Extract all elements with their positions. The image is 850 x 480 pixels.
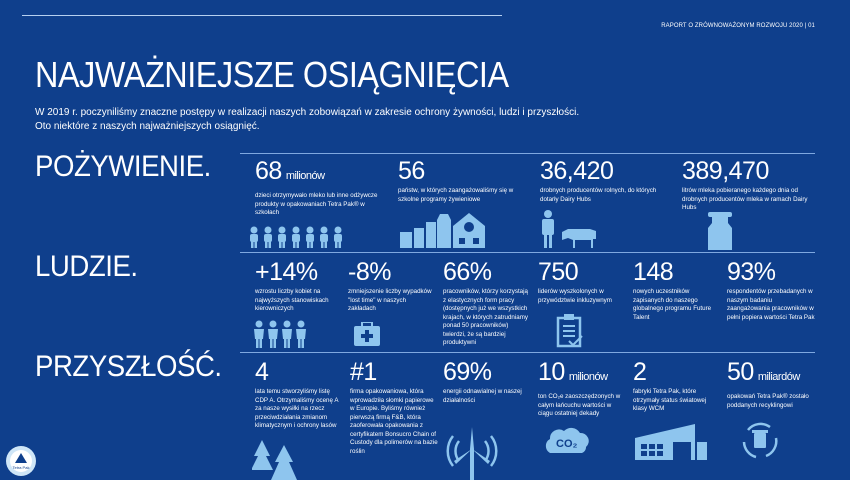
stat-description: wzrostu liczby kobiet na najwyższych sta… — [255, 288, 329, 312]
stat-description: respondentów przebadanych w naszym badan… — [727, 288, 815, 321]
stat-item: 68 milionów dzieci otrzymywało mleko lub i… — [255, 157, 380, 218]
stat-item: 50 miliardów opakowań Tetra Pak® zostało p… — [727, 358, 822, 410]
stat-item: #1 firma opakowaniowa, która wprowadziła … — [350, 358, 438, 456]
stat-description: ton CO₂e zaoszczędzonych w całym łańcuch… — [538, 393, 621, 417]
intro-line: Oto niektóre z naszych najważniejszych o… — [35, 121, 260, 132]
stat-value: 66% — [443, 258, 531, 286]
stat-number: 148 — [633, 258, 674, 286]
trees-icon — [252, 440, 297, 480]
stat-value: 10 milionów — [538, 358, 626, 391]
stat-item: 750 liderów wyszkolonych w przywództwie i… — [538, 258, 626, 305]
section-label-people: LUDZIE. — [35, 250, 138, 283]
co2-label: CO₂ — [556, 438, 578, 450]
stat-value: 36,420 — [540, 157, 670, 185]
stat-item: -8% zmniejszenie liczby wypadków "lost ti… — [348, 258, 433, 314]
stat-value: 93% — [727, 258, 815, 286]
stat-number: 93% — [727, 258, 776, 286]
section-label-future: PRZYSZŁOŚĆ. — [35, 350, 222, 383]
stat-item: +14% wzrostu liczby kobiet na najwyższych… — [255, 258, 340, 314]
svg-text:Tetra Pak: Tetra Pak — [13, 465, 30, 470]
stat-number: #1 — [350, 358, 377, 386]
stat-value: 4 — [255, 358, 343, 386]
stat-description: liderów wyszkolonych w przywództwie inkl… — [538, 288, 612, 304]
stat-number: +14% — [255, 258, 318, 286]
stat-item: 2 fabryki Tetra Pak, które otrzymały stat… — [633, 358, 721, 414]
stat-description: drobnych producentów rolnych, do których… — [540, 187, 657, 203]
section-label-food: POŻYWIENIE. — [35, 150, 211, 183]
stat-unit: milionów — [285, 170, 325, 182]
farmer-cow-icon — [542, 210, 596, 248]
stat-description: państw, w których zaangażowaliśmy się w … — [398, 187, 514, 203]
stat-item: 4 lata temu stworzyliśmy listę CDP A. Otr… — [255, 358, 343, 431]
stat-item: 10 milionów ton CO₂e zaoszczędzonych w cał… — [538, 358, 626, 419]
top-rule — [22, 15, 502, 16]
first-aid-icon — [354, 322, 380, 346]
stat-description: nowych uczestników zapisanych do naszego… — [633, 288, 712, 321]
stat-number: 389,470 — [682, 157, 769, 185]
stat-description: energii odnawialnej w naszej działalnośc… — [443, 388, 522, 404]
stat-value: #1 — [350, 358, 438, 386]
intro-line: W 2019 r. poczyniliśmy znaczne postępy w… — [35, 107, 580, 118]
stat-number: 66% — [443, 258, 492, 286]
stat-value: 2 — [633, 358, 721, 386]
stat-value: -8% — [348, 258, 433, 286]
stat-value: 69% — [443, 358, 531, 386]
recycling-icon — [742, 422, 778, 459]
stat-number: 4 — [255, 358, 269, 386]
stat-number: 36,420 — [540, 157, 614, 185]
school-packages-icon — [400, 213, 485, 248]
stat-item: 93% respondentów przebadanych w naszym ba… — [727, 258, 815, 322]
stat-number: 50 — [727, 358, 754, 386]
stat-value: 50 miliardów — [727, 358, 822, 391]
stat-number: -8% — [348, 258, 391, 286]
stat-number: 750 — [538, 258, 579, 286]
stat-unit: milionów — [568, 371, 608, 383]
stat-description: lata temu stworzyliśmy listę CDP A. Otrz… — [255, 388, 339, 429]
divider — [240, 153, 815, 154]
stat-value: 389,470 — [682, 157, 817, 185]
stat-number: 10 — [538, 358, 565, 386]
stat-description: firma opakowaniowa, która wprowadziła sł… — [350, 388, 438, 455]
stat-number: 2 — [633, 358, 647, 386]
stat-description: opakowań Tetra Pak® zostało poddanych re… — [727, 393, 809, 409]
stat-item: 389,470 litrów mleka pobieranego każdego … — [682, 157, 817, 213]
stat-item: 56 państw, w których zaangażowaliśmy się … — [398, 157, 523, 204]
stat-item: 36,420 drobnych producentów rolnych, do k… — [540, 157, 670, 204]
stat-item: 148 nowych uczestników zapisanych do nasz… — [633, 258, 721, 322]
divider — [240, 252, 815, 253]
milk-can-icon — [708, 212, 732, 250]
women-icon — [254, 320, 306, 348]
stat-description: fabryki Tetra Pak, które otrzymały statu… — [633, 388, 707, 412]
stat-description: litrów mleka pobieranego każdego dnia od… — [682, 187, 808, 211]
factory-icon — [635, 424, 707, 460]
tetra-pak-logo: Tetra Pak — [6, 446, 36, 476]
stat-number: 68 — [255, 157, 282, 185]
co2-cloud-icon: CO₂ — [545, 427, 589, 453]
divider — [240, 352, 815, 353]
intro-text: W 2019 r. poczyniliśmy znaczne postępy w… — [35, 106, 655, 134]
stat-value: 148 — [633, 258, 721, 286]
stat-description: dzieci otrzymywało mleko lub inne odżywc… — [255, 192, 378, 216]
page-title: NAJWAŻNIEJSZE OSIĄGNIĘCIA — [35, 54, 509, 95]
stat-number: 69% — [443, 358, 492, 386]
stat-description: pracowników, którzy korzystają z elastyc… — [443, 288, 528, 346]
stat-value: 68 milionów — [255, 157, 380, 190]
stat-item: 69% energii odnawialnej w naszej działaln… — [443, 358, 531, 405]
stat-value: 750 — [538, 258, 626, 286]
children-icon — [250, 226, 342, 248]
wind-turbine-icon — [446, 427, 498, 480]
stat-number: 56 — [398, 157, 425, 185]
clipboard-icon — [556, 314, 583, 348]
report-header: RAPORT O ZRÓWNOWAŻONYM ROZWOJU 2020 | 01 — [661, 23, 815, 29]
stat-description: zmniejszenie liczby wypadków "lost time"… — [348, 288, 432, 312]
stat-value: 56 — [398, 157, 523, 185]
stat-unit: miliardów — [757, 371, 800, 383]
stat-item: 66% pracowników, którzy korzystają z elas… — [443, 258, 531, 348]
stat-value: +14% — [255, 258, 340, 286]
